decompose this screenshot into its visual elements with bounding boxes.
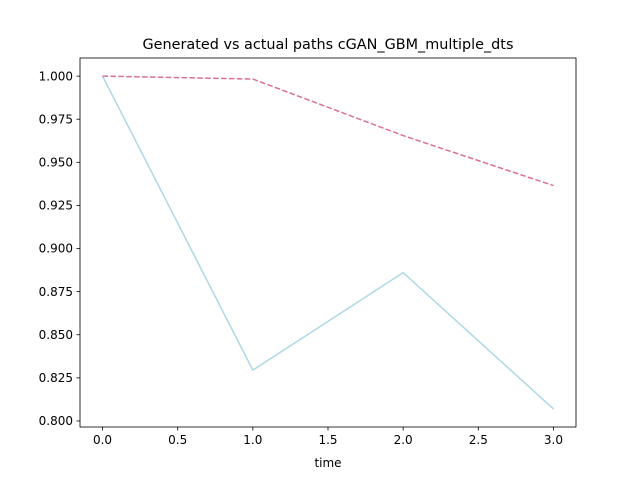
x-tick-label: 2.0 — [394, 433, 413, 447]
y-tick-label: 0.850 — [39, 328, 73, 342]
x-tick-label: 1.0 — [243, 433, 262, 447]
x-tick-label: 3.0 — [544, 433, 563, 447]
x-axis-label: time — [314, 456, 341, 470]
y-tick-label: 0.825 — [39, 371, 73, 385]
series-line-2 — [102, 75, 554, 187]
y-tick-label: 0.975 — [39, 112, 73, 126]
chart-title: Generated vs actual paths cGAN_GBM_multi… — [143, 37, 514, 53]
x-tick-label: 1.5 — [318, 433, 337, 447]
y-tick-label: 1.000 — [39, 69, 73, 83]
y-tick-label: 0.925 — [39, 199, 73, 213]
y-tick-label: 0.800 — [39, 414, 73, 428]
y-tick-label: 0.875 — [39, 285, 73, 299]
x-tick-label: 2.5 — [469, 433, 488, 447]
y-tick-label: 0.900 — [39, 242, 73, 256]
y-tick-label: 0.950 — [39, 156, 73, 170]
series-line-1 — [101, 75, 554, 410]
x-tick-label: 0.0 — [93, 433, 112, 447]
plot-area: 0.0 0.5 1.0 1.5 2.0 2.5 3.0 0.800 0.825 0.850 0.87… — [39, 57, 577, 447]
x-tick-label: 0.5 — [168, 433, 187, 447]
